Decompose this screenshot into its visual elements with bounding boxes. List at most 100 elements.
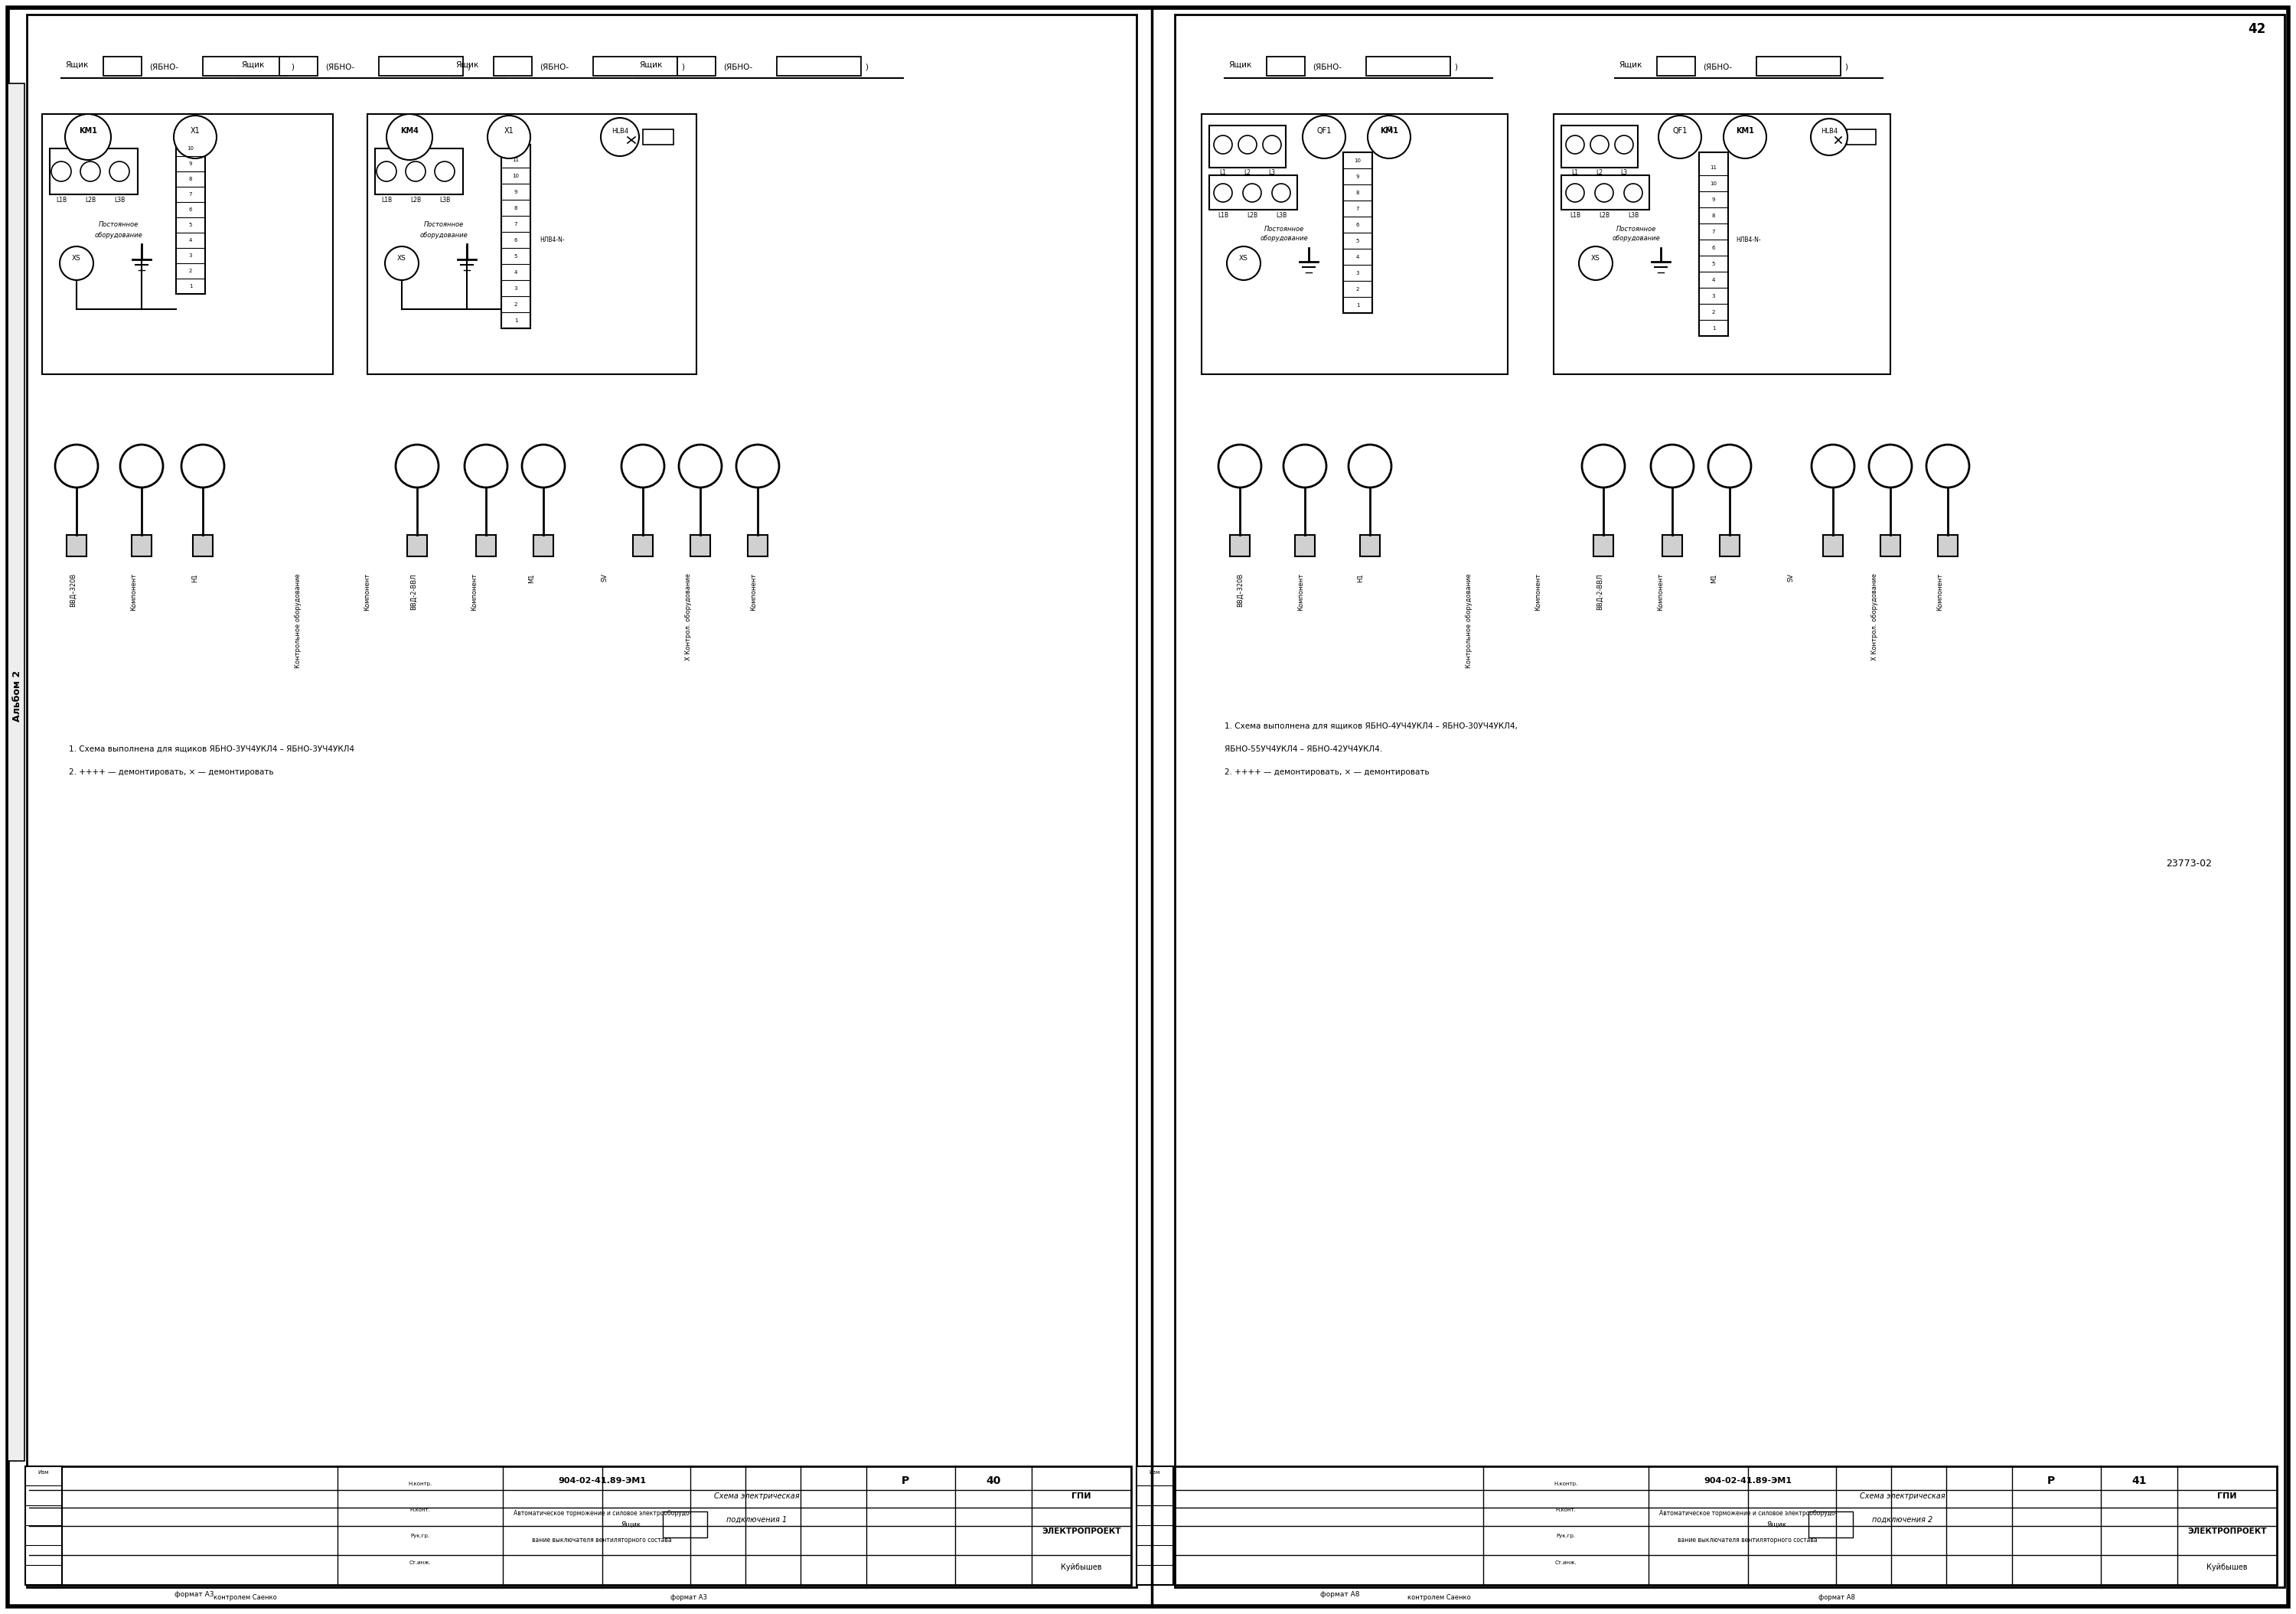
Bar	[1176, 15, 2285, 1587]
Text: Куйбышев: Куйбышев	[2206, 1564, 2248, 1570]
Text: Ящик: Ящик	[64, 61, 87, 69]
Text: 8: 8	[514, 207, 517, 210]
Text: ): )	[1844, 63, 1848, 71]
Bar	[691, 534, 709, 557]
Text: (ЯБНО-: (ЯБНО-	[1704, 63, 1731, 71]
Circle shape	[1238, 136, 1256, 153]
Text: L1B: L1B	[381, 197, 393, 203]
Circle shape	[1272, 184, 1290, 202]
Text: 9: 9	[1713, 197, 1715, 202]
Bar	[1235, 258, 1240, 268]
Circle shape	[1582, 444, 1626, 487]
Bar	[643, 129, 673, 145]
Text: подключения 2: подключения 2	[1871, 1516, 1933, 1524]
Text: L1: L1	[1570, 169, 1580, 176]
Circle shape	[1566, 136, 1584, 153]
Text: Куйбышев: Куйбышев	[1061, 1564, 1102, 1570]
Bar	[1662, 534, 1683, 557]
Bar	[67, 534, 87, 557]
Text: оборудование: оборудование	[1612, 236, 1660, 242]
Text: 3: 3	[188, 253, 193, 258]
Text: ВВД-2-ВВЛ: ВВД-2-ВВЛ	[409, 573, 418, 610]
Text: (ЯБНО-: (ЯБНО-	[540, 63, 569, 71]
Text: 5: 5	[514, 253, 517, 258]
Text: L3B: L3B	[1277, 211, 1286, 218]
Text: 42: 42	[2248, 23, 2266, 36]
Text: L1B: L1B	[55, 197, 67, 203]
Text: 7: 7	[1357, 207, 1359, 211]
Circle shape	[602, 118, 638, 157]
Circle shape	[60, 247, 94, 281]
Bar	[131, 534, 152, 557]
Circle shape	[51, 161, 71, 181]
Text: 41: 41	[2131, 1475, 2147, 1486]
Circle shape	[1591, 136, 1609, 153]
Text: 40: 40	[985, 1475, 1001, 1486]
Bar	[1561, 176, 1649, 210]
Text: Ящик: Ящик	[1766, 1520, 1786, 1528]
Text: 10: 10	[188, 147, 193, 150]
Text: 5: 5	[1713, 261, 1715, 266]
Text: М1: М1	[1711, 573, 1717, 583]
Text: ЯБНО-55УЧ4УКЛ4 – ЯБНО-42УЧ4УКЛ4.: ЯБНО-55УЧ4УКЛ4 – ЯБНО-42УЧ4УКЛ4.	[1224, 746, 1382, 754]
Text: L1B: L1B	[1217, 211, 1228, 218]
Bar	[103, 56, 142, 76]
Text: Постоянное: Постоянное	[425, 221, 464, 229]
Bar	[202, 56, 287, 76]
Circle shape	[464, 444, 507, 487]
Text: XS: XS	[1240, 255, 1249, 261]
Circle shape	[1869, 444, 1913, 487]
Text: Изм: Изм	[39, 1470, 48, 1475]
Bar	[1809, 1511, 1853, 1538]
Circle shape	[1724, 116, 1766, 158]
Text: Н1: Н1	[191, 573, 197, 583]
Bar	[30, 1466, 1132, 1585]
Text: Компонент: Компонент	[1936, 573, 1942, 610]
Text: L3B: L3B	[439, 197, 450, 203]
Text: формат А8: формат А8	[1818, 1593, 1855, 1601]
Text: Компонент: Компонент	[1658, 573, 1665, 610]
Text: ): )	[292, 63, 294, 71]
Bar	[1359, 534, 1380, 557]
Text: Ящик: Ящик	[638, 61, 661, 69]
Text: Ящик: Ящик	[241, 61, 264, 69]
Text: QF1: QF1	[1316, 128, 1332, 134]
Text: вание выключателя вентиляторного состава: вание выключателя вентиляторного состава	[533, 1537, 673, 1543]
Bar	[280, 56, 317, 76]
Circle shape	[1215, 184, 1233, 202]
Text: Ящик: Ящик	[1619, 61, 1642, 69]
Text: 5: 5	[1357, 239, 1359, 244]
Text: L2B: L2B	[1247, 211, 1258, 218]
Text: HLВ4: HLВ4	[1821, 128, 1837, 134]
Text: XS: XS	[1591, 255, 1600, 261]
Circle shape	[395, 444, 439, 487]
Bar	[28, 15, 1137, 1587]
Text: KМ1: KМ1	[1380, 128, 1398, 134]
Text: 2. ++++ — демонтировать, × — демонтировать: 2. ++++ — демонтировать, × — демонтирова…	[69, 768, 273, 776]
Text: подключения 1: подключения 1	[726, 1516, 788, 1524]
Circle shape	[174, 116, 216, 158]
Text: 6: 6	[1357, 223, 1359, 228]
Bar	[193, 534, 214, 557]
Circle shape	[1596, 184, 1614, 202]
Bar	[1343, 152, 1373, 313]
Bar	[1658, 56, 1694, 76]
Text: 10: 10	[512, 174, 519, 178]
Bar	[41, 115, 333, 374]
Circle shape	[1812, 118, 1848, 155]
Circle shape	[1580, 247, 1612, 281]
Text: Компонент: Компонент	[751, 573, 758, 610]
Bar	[177, 140, 204, 294]
Text: 4: 4	[1357, 255, 1359, 260]
Circle shape	[386, 115, 432, 160]
Text: контролем Саенко: контролем Саенко	[1407, 1593, 1469, 1601]
Bar	[51, 148, 138, 194]
Bar	[73, 258, 80, 268]
Circle shape	[1242, 184, 1261, 202]
Text: Схема электрическая: Схема электрическая	[714, 1491, 799, 1499]
Bar	[7, 84, 25, 1461]
Text: Ящик: Ящик	[1228, 61, 1251, 69]
Bar	[1242, 258, 1247, 268]
Circle shape	[434, 161, 455, 181]
Text: Ящик: Ящик	[455, 61, 478, 69]
